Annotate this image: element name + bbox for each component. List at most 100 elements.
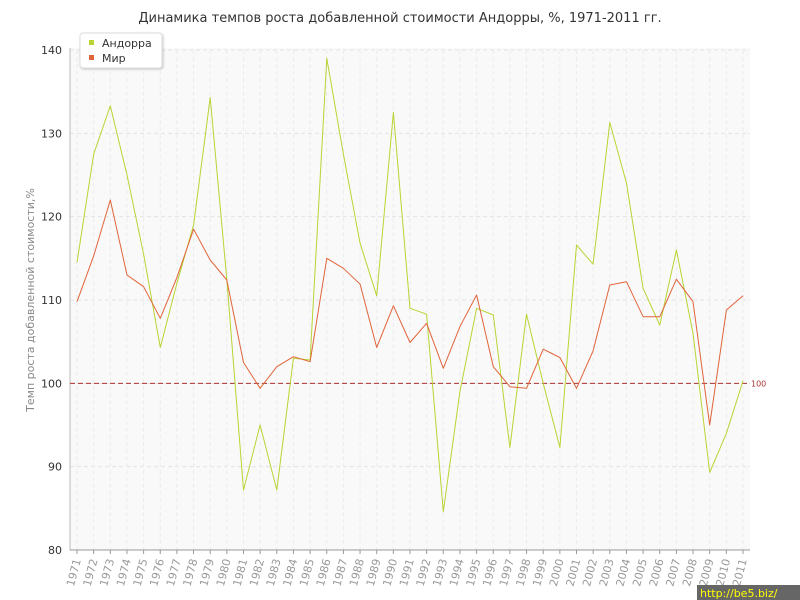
series-line-world xyxy=(76,199,744,426)
data-point xyxy=(209,96,212,99)
watermark: http://be5.biz/ xyxy=(697,585,800,600)
y-tick-label: 110 xyxy=(41,294,62,307)
watermark-background xyxy=(697,585,800,600)
data-point xyxy=(392,304,395,307)
data-point xyxy=(92,254,95,257)
y-tick-label: 100 xyxy=(41,377,62,390)
series-lines xyxy=(76,57,745,513)
y-tick-label: 90 xyxy=(48,461,62,474)
data-point xyxy=(458,390,461,393)
data-point xyxy=(708,471,711,474)
data-point xyxy=(225,279,228,282)
data-point xyxy=(658,315,661,318)
x-tick-labels: 1971197219731974197519761977197819791980… xyxy=(64,557,750,587)
data-point xyxy=(608,284,611,287)
data-point xyxy=(125,174,128,177)
data-point xyxy=(658,324,661,327)
data-point xyxy=(725,309,728,312)
data-point xyxy=(109,199,112,202)
data-point xyxy=(592,263,595,266)
data-point xyxy=(142,253,145,256)
data-point xyxy=(159,317,162,320)
data-point xyxy=(608,121,611,124)
data-point xyxy=(242,361,245,364)
data-point xyxy=(692,332,695,335)
data-point xyxy=(625,182,628,185)
watermark-text: http://be5.biz/ xyxy=(700,587,778,600)
reference-line: 100 xyxy=(70,379,766,388)
data-point xyxy=(275,365,278,368)
data-point xyxy=(558,356,561,359)
data-point xyxy=(492,365,495,368)
data-point xyxy=(425,313,428,316)
data-point xyxy=(642,287,645,290)
data-point xyxy=(508,446,511,449)
data-point xyxy=(259,387,262,390)
legend: Андорра Мир xyxy=(79,32,163,69)
data-point xyxy=(92,153,95,156)
legend-label-andorra: Андорра xyxy=(102,37,152,50)
y-tick-label: 140 xyxy=(41,44,62,57)
data-point xyxy=(592,349,595,352)
data-point xyxy=(508,385,511,388)
data-point xyxy=(675,249,678,252)
data-point xyxy=(342,267,345,270)
reference-line-label: 100 xyxy=(751,379,766,388)
legend-swatch-andorra xyxy=(89,40,94,45)
data-point xyxy=(575,244,578,247)
data-point xyxy=(742,294,745,297)
data-point xyxy=(558,446,561,449)
data-point xyxy=(242,489,245,492)
data-point xyxy=(125,274,128,277)
data-point xyxy=(442,367,445,370)
data-point xyxy=(625,280,628,283)
data-point xyxy=(325,57,328,60)
data-point xyxy=(309,360,312,363)
data-point xyxy=(542,382,545,385)
y-tick-label: 120 xyxy=(41,211,62,224)
data-point xyxy=(409,307,412,310)
data-point xyxy=(375,346,378,349)
data-point xyxy=(642,315,645,318)
data-point xyxy=(492,314,495,317)
data-point xyxy=(542,348,545,351)
data-point xyxy=(109,104,112,107)
data-point xyxy=(275,489,278,492)
data-point xyxy=(76,261,79,264)
data-point xyxy=(725,432,728,435)
data-point xyxy=(525,387,528,390)
chart-title: Динамика темпов роста добавленной стоимо… xyxy=(138,11,661,26)
data-point xyxy=(159,346,162,349)
data-point xyxy=(259,424,262,427)
x-tick-label: 2011 xyxy=(730,557,750,587)
data-point xyxy=(192,224,195,227)
data-point xyxy=(192,228,195,231)
data-point xyxy=(359,283,362,286)
data-point xyxy=(175,276,178,279)
data-point xyxy=(475,294,478,297)
data-point xyxy=(76,300,79,303)
y-tick-label: 80 xyxy=(48,544,62,557)
data-point xyxy=(292,355,295,358)
legend-box xyxy=(79,32,163,69)
data-point xyxy=(742,379,745,382)
legend-swatch-world xyxy=(89,55,94,60)
data-point xyxy=(392,111,395,114)
data-point xyxy=(425,322,428,325)
data-point xyxy=(458,325,461,328)
y-axis-label: Темп роста добавленной стоимости,% xyxy=(24,188,37,413)
data-point xyxy=(525,313,528,316)
y-tick-label: 130 xyxy=(41,127,62,140)
data-point xyxy=(142,285,145,288)
x-gridlines xyxy=(76,50,744,554)
axes xyxy=(69,48,750,551)
data-point xyxy=(409,341,412,344)
data-point xyxy=(325,257,328,260)
data-point xyxy=(675,278,678,281)
data-point xyxy=(692,300,695,303)
data-point xyxy=(209,259,212,262)
data-point xyxy=(175,282,178,285)
data-point xyxy=(442,510,445,513)
data-point xyxy=(575,387,578,390)
